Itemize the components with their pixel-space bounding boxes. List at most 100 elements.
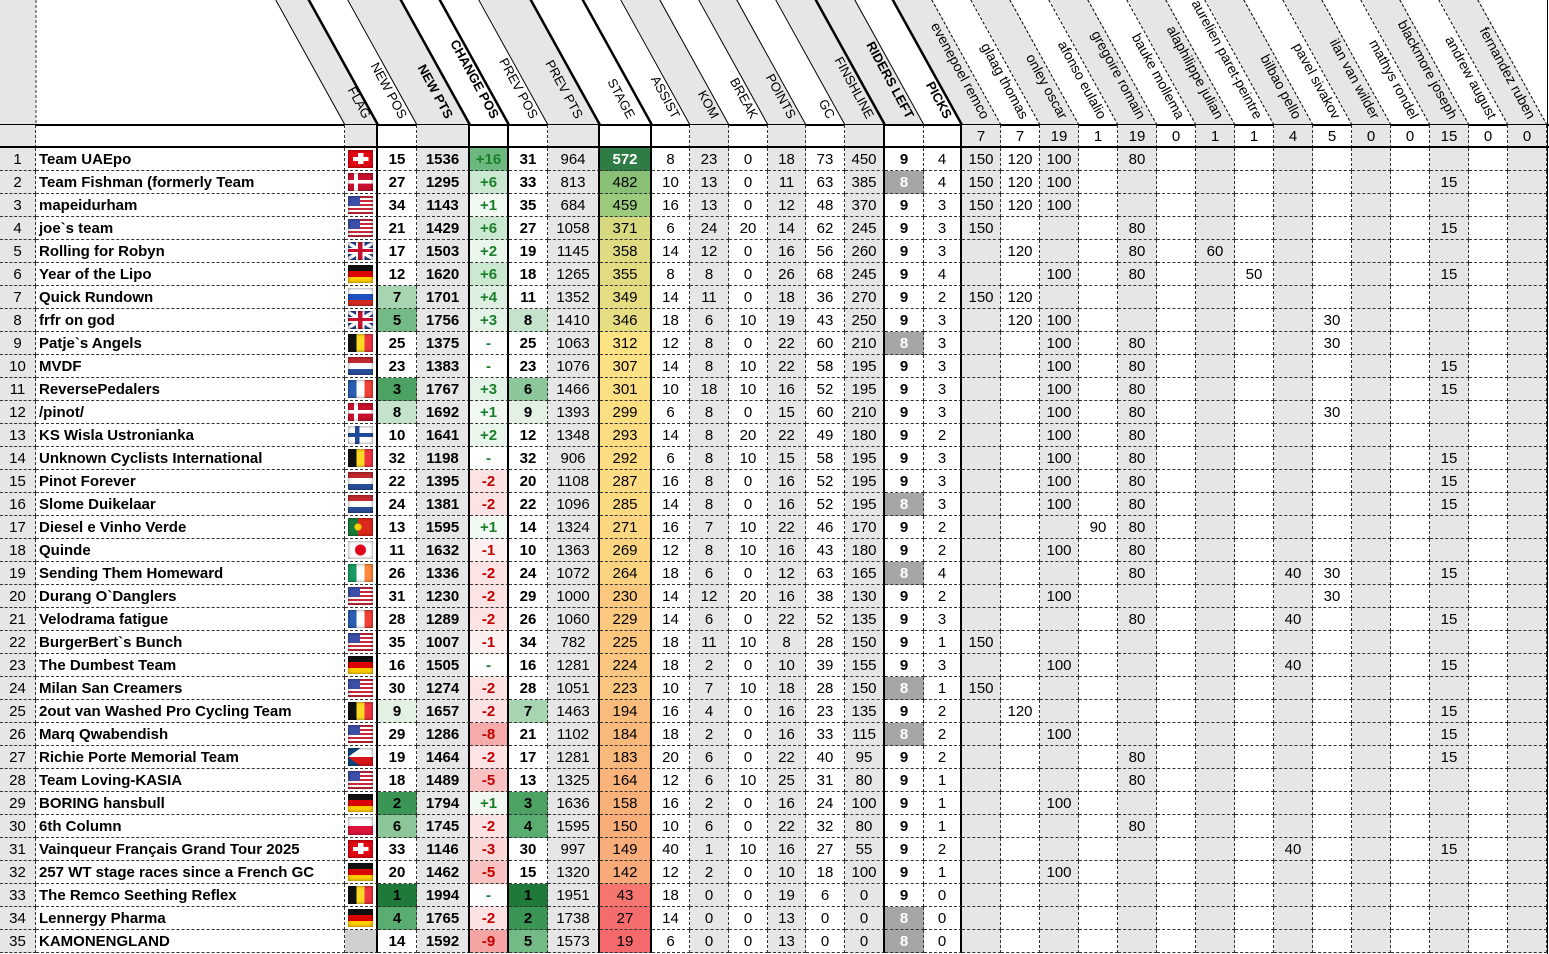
team-name[interactable]: Lennergy Pharma bbox=[36, 907, 345, 930]
picks-count-cell: 3 bbox=[924, 447, 962, 470]
team-name[interactable]: Unknown Cyclists International bbox=[36, 447, 345, 470]
team-name[interactable]: The Dumbest Team bbox=[36, 654, 345, 677]
rider-pick-points bbox=[1391, 217, 1430, 240]
team-name[interactable]: Team UAEpo bbox=[36, 148, 345, 171]
rider-pick-points bbox=[962, 424, 1001, 447]
change-pos-cell: +16 bbox=[470, 148, 509, 171]
riders-left-cell: 9 bbox=[885, 378, 924, 401]
team-name[interactable]: Quinde bbox=[36, 539, 345, 562]
team-name[interactable]: Richie Porte Memorial Team bbox=[36, 746, 345, 769]
riders-left-cell: 9 bbox=[885, 217, 924, 240]
rider-pick-points bbox=[1079, 815, 1118, 838]
rider-pick-points bbox=[1274, 286, 1313, 309]
team-name[interactable]: KS Wisla Ustronianka bbox=[36, 424, 345, 447]
gc-cell: 60 bbox=[806, 332, 845, 355]
points-cell: 16 bbox=[768, 240, 806, 263]
prev-pts-cell: 1060 bbox=[548, 608, 600, 631]
rider-pick-points: 100 bbox=[1040, 447, 1079, 470]
team-name[interactable]: /pinot/ bbox=[36, 401, 345, 424]
new-pos-cell: 9 bbox=[378, 700, 417, 723]
team-name[interactable]: 257 WT stage races since a French GC bbox=[36, 861, 345, 884]
team-name[interactable]: 6th Column bbox=[36, 815, 345, 838]
rider-pick-points bbox=[1235, 861, 1274, 884]
assist-cell: 20 bbox=[652, 746, 690, 769]
team-name[interactable]: 2out van Washed Pro Cycling Team bbox=[36, 700, 345, 723]
header-stripe bbox=[1206, 0, 1313, 125]
team-name[interactable]: frfr on god bbox=[36, 309, 345, 332]
rider-pick-points bbox=[1196, 861, 1235, 884]
riders-left-cell: 9 bbox=[885, 815, 924, 838]
team-name[interactable]: Milan San Creamers bbox=[36, 677, 345, 700]
rider-pick-points bbox=[1157, 424, 1196, 447]
team-name[interactable]: MVDF bbox=[36, 355, 345, 378]
rider-pick-points bbox=[1391, 792, 1430, 815]
picks-count-cell: 1 bbox=[924, 861, 962, 884]
team-name[interactable]: The Remco Seething Reflex bbox=[36, 884, 345, 907]
team-name[interactable]: Slome Duikelaar bbox=[36, 493, 345, 516]
picks-count-cell: 2 bbox=[924, 838, 962, 861]
rider-pick-points bbox=[1079, 355, 1118, 378]
team-name[interactable]: Velodrama fatigue bbox=[36, 608, 345, 631]
rider-pick-points bbox=[1079, 263, 1118, 286]
team-name[interactable]: Marq Qwabendish bbox=[36, 723, 345, 746]
header-divider bbox=[931, 0, 1002, 126]
count-row-cell bbox=[845, 125, 885, 148]
count-row-cell bbox=[0, 125, 36, 148]
team-name[interactable]: KAMONENGLAND bbox=[36, 930, 345, 953]
picks-count-cell: 0 bbox=[924, 884, 962, 907]
team-name[interactable]: Pinot Forever bbox=[36, 470, 345, 493]
flag-cell bbox=[345, 700, 378, 723]
rider-pick-points bbox=[1040, 838, 1079, 861]
rider-pick-points bbox=[1352, 585, 1391, 608]
new-pts-cell: 1007 bbox=[417, 631, 470, 654]
header-divider bbox=[814, 0, 887, 126]
rider-pick-points bbox=[1469, 470, 1508, 493]
points-cell: 13 bbox=[768, 907, 806, 930]
rider-pick-points bbox=[1196, 700, 1235, 723]
kom-cell: 8 bbox=[690, 447, 729, 470]
team-name[interactable]: Rolling for Robyn bbox=[36, 240, 345, 263]
change-pos-cell: - bbox=[470, 884, 509, 907]
rider-pick-points bbox=[1352, 815, 1391, 838]
rider-pick-points bbox=[1469, 332, 1508, 355]
gc-cell: 23 bbox=[806, 700, 845, 723]
kom-cell: 2 bbox=[690, 723, 729, 746]
rider-pick-points bbox=[1157, 493, 1196, 516]
rider-pick-points bbox=[1469, 240, 1508, 263]
team-name[interactable]: BurgerBert`s Bunch bbox=[36, 631, 345, 654]
team-name[interactable]: BORING hansbull bbox=[36, 792, 345, 815]
rider-pick-points bbox=[1274, 401, 1313, 424]
rider-pick-points bbox=[1508, 677, 1547, 700]
change-pos-cell: -3 bbox=[470, 838, 509, 861]
rider-pick-points: 100 bbox=[1040, 401, 1079, 424]
assist-cell: 12 bbox=[652, 539, 690, 562]
new-pos-cell: 32 bbox=[378, 447, 417, 470]
rider-pick-points bbox=[1313, 286, 1352, 309]
team-name[interactable]: Diesel e Vinho Verde bbox=[36, 516, 345, 539]
team-name[interactable]: ReversePedalers bbox=[36, 378, 345, 401]
riders-left-cell: 8 bbox=[885, 677, 924, 700]
rider-pick-points bbox=[1196, 332, 1235, 355]
rider-pick-points bbox=[1352, 424, 1391, 447]
team-name[interactable]: Team Fishman (formerly Team bbox=[36, 171, 345, 194]
count-row-cell bbox=[806, 125, 845, 148]
team-name[interactable]: Team Loving-KASIA bbox=[36, 769, 345, 792]
team-name[interactable]: joe`s team bbox=[36, 217, 345, 240]
header-stripe bbox=[1284, 0, 1391, 125]
points-cell: 22 bbox=[768, 746, 806, 769]
rider-pick-points: 40 bbox=[1274, 654, 1313, 677]
team-name[interactable]: Quick Rundown bbox=[36, 286, 345, 309]
finishline-cell: 250 bbox=[845, 309, 885, 332]
team-name[interactable]: Patje`s Angels bbox=[36, 332, 345, 355]
riders-left-cell: 9 bbox=[885, 700, 924, 723]
team-name[interactable]: Year of the Lipo bbox=[36, 263, 345, 286]
gc-cell: 46 bbox=[806, 516, 845, 539]
riders-left-cell: 9 bbox=[885, 447, 924, 470]
team-name[interactable]: Durang O`Danglers bbox=[36, 585, 345, 608]
break-cell: 0 bbox=[729, 700, 768, 723]
rider-pick-points bbox=[1352, 401, 1391, 424]
team-name[interactable]: Sending Them Homeward bbox=[36, 562, 345, 585]
break-cell: 0 bbox=[729, 401, 768, 424]
team-name[interactable]: Vainqueur Français Grand Tour 2025 bbox=[36, 838, 345, 861]
team-name[interactable]: mapeidurham bbox=[36, 194, 345, 217]
